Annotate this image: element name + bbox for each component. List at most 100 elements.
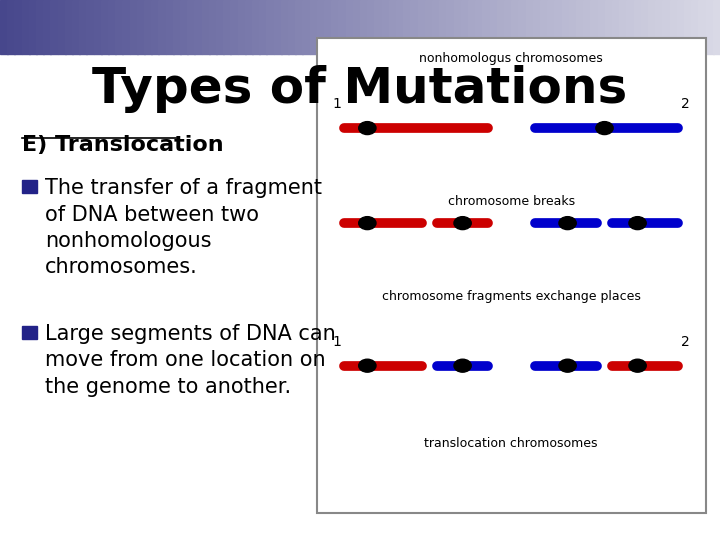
Circle shape bbox=[629, 217, 647, 230]
Bar bbox=[374, 0, 382, 54]
Circle shape bbox=[596, 122, 613, 134]
Bar bbox=[504, 0, 512, 54]
Text: 1: 1 bbox=[333, 335, 341, 349]
Bar bbox=[518, 0, 526, 54]
Bar bbox=[58, 0, 66, 54]
Bar bbox=[418, 0, 426, 54]
Bar bbox=[454, 0, 462, 54]
Bar bbox=[382, 0, 390, 54]
Bar bbox=[353, 0, 361, 54]
Bar bbox=[670, 0, 678, 54]
Bar bbox=[432, 0, 440, 54]
Bar bbox=[137, 0, 145, 54]
Bar bbox=[29, 0, 37, 54]
Bar bbox=[648, 0, 656, 54]
Bar bbox=[331, 0, 339, 54]
Bar bbox=[115, 0, 123, 54]
Bar bbox=[302, 0, 310, 54]
Bar bbox=[0, 0, 8, 54]
Bar bbox=[252, 0, 260, 54]
Text: translocation chromosomes: translocation chromosomes bbox=[425, 437, 598, 450]
Text: chromosome breaks: chromosome breaks bbox=[448, 194, 575, 207]
Text: 2: 2 bbox=[681, 97, 690, 111]
Bar bbox=[86, 0, 94, 54]
Bar bbox=[576, 0, 584, 54]
Bar bbox=[425, 0, 433, 54]
Bar bbox=[173, 0, 181, 54]
Bar bbox=[94, 0, 102, 54]
Bar bbox=[598, 0, 606, 54]
Bar bbox=[554, 0, 562, 54]
Bar bbox=[684, 0, 692, 54]
Bar bbox=[79, 0, 87, 54]
Circle shape bbox=[629, 359, 647, 372]
Bar bbox=[43, 0, 51, 54]
Bar bbox=[439, 0, 447, 54]
Bar bbox=[396, 0, 404, 54]
Bar bbox=[706, 0, 714, 54]
Bar bbox=[410, 0, 418, 54]
Bar bbox=[641, 0, 649, 54]
Bar bbox=[209, 0, 217, 54]
Bar bbox=[216, 0, 224, 54]
Bar bbox=[230, 0, 238, 54]
Text: 1: 1 bbox=[333, 97, 341, 111]
Bar bbox=[446, 0, 454, 54]
Bar bbox=[533, 0, 541, 54]
Bar bbox=[14, 0, 22, 54]
Bar bbox=[626, 0, 634, 54]
Bar bbox=[22, 0, 30, 54]
Text: chromosome fragments exchange places: chromosome fragments exchange places bbox=[382, 289, 641, 302]
Bar bbox=[238, 0, 246, 54]
Text: Types of Mutations: Types of Mutations bbox=[92, 65, 628, 113]
Bar bbox=[101, 0, 109, 54]
Bar bbox=[497, 0, 505, 54]
Text: 2: 2 bbox=[681, 335, 690, 349]
Bar bbox=[259, 0, 267, 54]
Bar bbox=[403, 0, 411, 54]
Bar bbox=[461, 0, 469, 54]
Bar bbox=[72, 0, 80, 54]
Bar bbox=[662, 0, 670, 54]
Bar bbox=[65, 0, 73, 54]
Bar bbox=[619, 0, 627, 54]
Bar bbox=[36, 0, 44, 54]
Bar bbox=[202, 0, 210, 54]
Bar bbox=[317, 0, 325, 54]
Circle shape bbox=[359, 359, 376, 372]
Bar bbox=[482, 0, 490, 54]
Bar bbox=[22, 180, 37, 193]
Bar bbox=[590, 0, 598, 54]
Circle shape bbox=[454, 217, 472, 230]
Bar bbox=[166, 0, 174, 54]
Bar bbox=[360, 0, 368, 54]
Circle shape bbox=[559, 359, 576, 372]
Text: Large segments of DNA can
move from one location on
the genome to another.: Large segments of DNA can move from one … bbox=[45, 324, 336, 397]
Bar bbox=[698, 0, 706, 54]
Bar bbox=[713, 0, 720, 54]
Bar bbox=[526, 0, 534, 54]
Bar bbox=[562, 0, 570, 54]
Bar bbox=[108, 0, 116, 54]
Bar bbox=[151, 0, 159, 54]
Bar bbox=[281, 0, 289, 54]
Bar bbox=[655, 0, 663, 54]
Bar bbox=[691, 0, 699, 54]
Text: The transfer of a fragment
of DNA between two
nonhomologous
chromosomes.: The transfer of a fragment of DNA betwee… bbox=[45, 178, 322, 278]
Bar bbox=[389, 0, 397, 54]
Bar bbox=[187, 0, 195, 54]
Bar bbox=[677, 0, 685, 54]
Text: E) Translocation: E) Translocation bbox=[22, 135, 223, 155]
Bar bbox=[468, 0, 476, 54]
Bar bbox=[490, 0, 498, 54]
Bar bbox=[511, 0, 519, 54]
Bar bbox=[274, 0, 282, 54]
Bar bbox=[180, 0, 188, 54]
Bar bbox=[122, 0, 130, 54]
Bar bbox=[338, 0, 346, 54]
Bar bbox=[367, 0, 375, 54]
Bar bbox=[7, 0, 15, 54]
Bar bbox=[50, 0, 58, 54]
FancyBboxPatch shape bbox=[317, 38, 706, 513]
Bar bbox=[583, 0, 591, 54]
